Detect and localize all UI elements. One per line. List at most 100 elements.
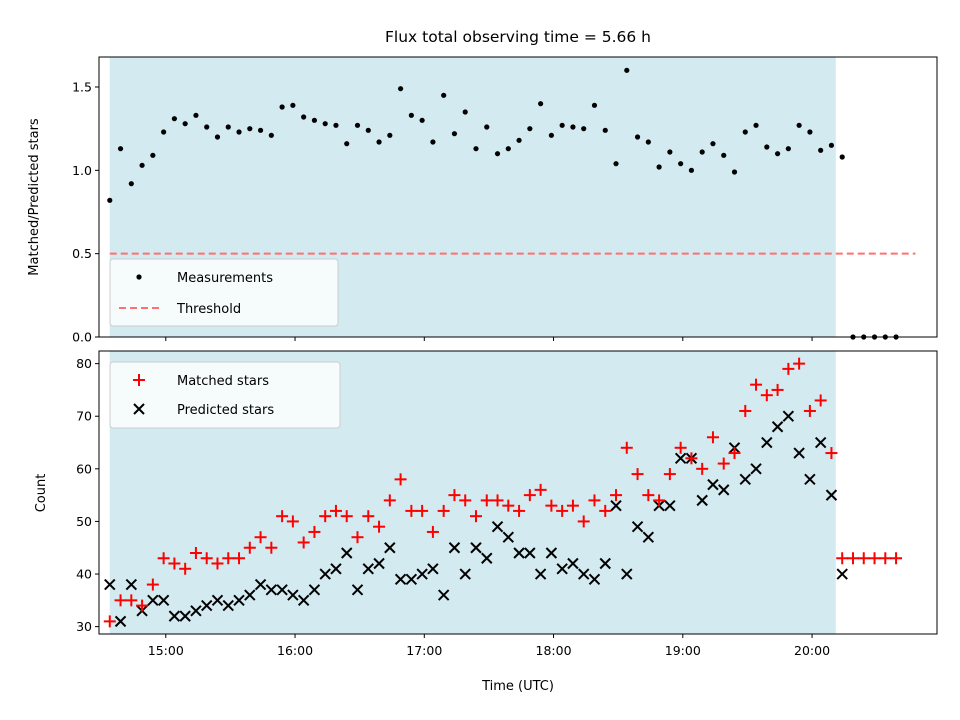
predicted-star-point xyxy=(718,484,730,496)
matched-star-point xyxy=(448,489,461,502)
matched-star-point xyxy=(534,483,547,496)
predicted-star-point xyxy=(394,573,407,586)
measurement-point xyxy=(527,126,533,132)
predicted-marker-stroke xyxy=(599,557,611,570)
predicted-marker-stroke xyxy=(524,547,536,559)
y-tick-label: 0.0 xyxy=(72,330,92,345)
predicted-star-point xyxy=(362,563,374,575)
measurement-point xyxy=(484,124,490,130)
measurement-point xyxy=(764,144,770,150)
matched-star-point xyxy=(426,525,439,538)
matched-star-point xyxy=(189,546,202,559)
matched-star-point xyxy=(642,489,655,502)
predicted-star-point xyxy=(631,520,644,533)
matched-star-point xyxy=(760,389,773,402)
measurement-point xyxy=(365,127,371,133)
matched-star-point xyxy=(566,499,579,512)
matched-star-point xyxy=(696,462,709,475)
x-tick-label: 15:00 xyxy=(148,643,184,658)
matched-star-point xyxy=(319,510,332,523)
measurement-point xyxy=(721,152,727,158)
measurement-point xyxy=(171,116,177,122)
legend-matched-label: Matched stars xyxy=(177,374,269,389)
measurement-point xyxy=(451,131,458,137)
matched-star-point xyxy=(114,594,127,607)
matched-star-point xyxy=(383,494,396,507)
legend-threshold-label: Threshold xyxy=(176,302,241,317)
measurement-point xyxy=(387,132,393,138)
predicted-marker-stroke xyxy=(825,489,838,501)
top-legend-box xyxy=(109,258,339,327)
measurement-point xyxy=(204,124,210,130)
matched-star-point xyxy=(265,541,278,554)
predicted-marker-stroke xyxy=(276,584,288,596)
measurement-point xyxy=(774,151,781,157)
matched-star-point xyxy=(157,552,170,565)
predicted-star-point xyxy=(319,568,331,580)
measurement-point xyxy=(430,139,436,145)
predicted-marker-stroke xyxy=(814,436,827,449)
bottom-y-ticks: 30 40 50 60 70 80 xyxy=(76,356,99,634)
predicted-star-point xyxy=(287,589,299,601)
predicted-marker-stroke xyxy=(448,542,461,554)
matched-star-point xyxy=(373,520,386,533)
matched-star-point xyxy=(233,552,246,565)
top-x-ticks xyxy=(165,337,813,341)
matched-star-point xyxy=(803,404,816,417)
measurement-point xyxy=(193,112,199,118)
predicted-star-point xyxy=(416,568,428,580)
measurement-point xyxy=(462,109,468,115)
predicted-marker-stroke xyxy=(308,584,321,596)
predicted-star-point xyxy=(470,542,482,554)
legend-predicted-label: Predicted stars xyxy=(177,403,274,418)
measurement-point xyxy=(634,134,641,140)
y-tick-label: 30 xyxy=(76,619,92,634)
matched-star-point xyxy=(739,404,752,417)
matched-star-point xyxy=(793,357,806,370)
measurement-point xyxy=(505,146,511,152)
matched-star-point xyxy=(890,552,903,565)
measurement-point xyxy=(699,149,705,155)
matched-star-point xyxy=(836,552,849,565)
bottom-x-ticks: 15:00 16:00 17:00 18:00 19:00 20:00 xyxy=(148,634,830,658)
matched-star-point xyxy=(405,504,418,517)
predicted-marker-stroke xyxy=(491,520,504,533)
matched-star-point xyxy=(825,447,838,460)
matched-star-point xyxy=(663,468,676,481)
measurement-point xyxy=(322,121,328,127)
predicted-marker-stroke xyxy=(674,452,687,465)
measurement-point xyxy=(107,197,113,203)
matched-star-point xyxy=(211,557,224,570)
predicted-star-point xyxy=(621,568,633,580)
predicted-marker-stroke xyxy=(481,552,493,564)
measurement-point xyxy=(376,139,382,145)
measurement-point xyxy=(602,127,608,133)
matched-star-point xyxy=(286,515,299,528)
matched-star-point xyxy=(243,541,256,554)
matched-star-point xyxy=(771,383,784,396)
measurement-point xyxy=(656,164,662,170)
y-tick-label: 0.5 xyxy=(72,246,92,261)
predicted-marker-stroke xyxy=(836,568,848,580)
predicted-marker-stroke xyxy=(577,568,590,580)
predicted-marker-stroke xyxy=(157,594,170,607)
top-y-ticks: 0.0 0.5 1.0 1.5 xyxy=(72,80,99,345)
predicted-marker-stroke xyxy=(104,578,116,591)
predicted-star-point xyxy=(836,568,848,580)
measurement-point xyxy=(301,114,307,120)
measurement-point xyxy=(839,154,845,160)
matched-star-point xyxy=(103,615,116,628)
matched-star-point xyxy=(599,504,612,517)
predicted-star-point xyxy=(373,557,385,570)
predicted-star-point xyxy=(222,599,234,612)
predicted-star-point xyxy=(577,568,590,580)
matched-star-point xyxy=(577,515,590,528)
predicted-marker-stroke xyxy=(394,573,407,586)
predicted-marker-stroke xyxy=(631,520,644,533)
matched-star-point xyxy=(200,552,213,565)
predicted-star-point xyxy=(427,563,439,575)
predicted-star-point xyxy=(179,610,191,622)
measurement-point xyxy=(559,122,565,128)
predicted-marker-stroke xyxy=(265,584,278,596)
measurement-point xyxy=(796,122,802,128)
